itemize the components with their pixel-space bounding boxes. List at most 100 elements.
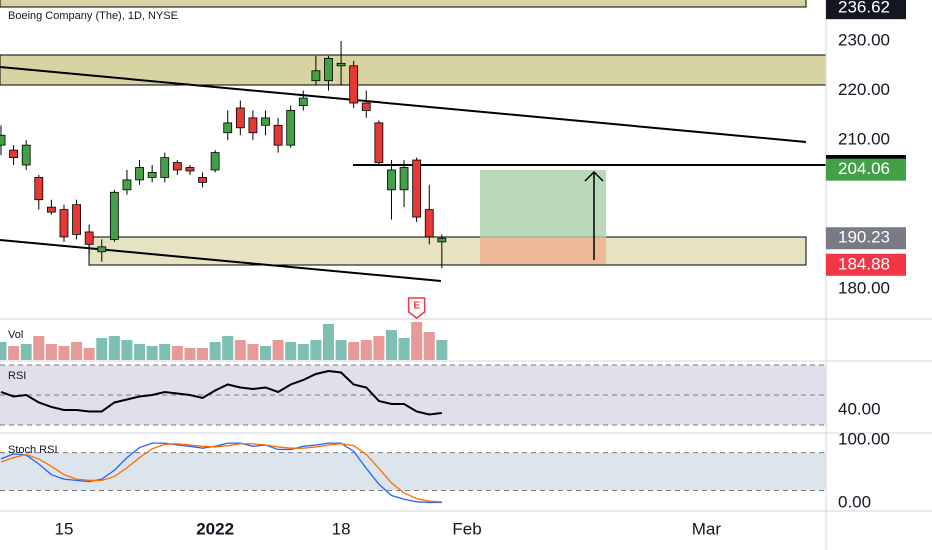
trendline [0,66,807,143]
event-marker [407,297,426,319]
candle-body [185,167,195,172]
candle-body [336,62,346,67]
y-tick-label: 230.00 [838,30,890,49]
volume-bar [0,342,7,360]
candle-body [424,209,434,238]
x-tick-label: Feb [452,519,481,538]
pane-title: Vol [8,329,23,341]
band-fill [0,452,826,491]
volume-bar [385,330,397,360]
volume-bar [96,338,108,360]
candle-body [9,149,19,158]
candle-body [437,237,447,243]
price-label-bg [826,0,906,20]
price-label: 184.88 [838,254,890,273]
candle-body [387,169,396,191]
volume-bar [348,342,360,360]
volume-bar [285,342,297,360]
volume-bar [45,344,57,360]
trendline [0,239,442,282]
volume-bar [260,346,272,360]
volume-bar [83,348,95,360]
candle-body [147,172,157,178]
volume-bar [310,340,322,360]
volume-bar [322,324,334,360]
candle-body [273,124,283,146]
price-label: 204.06 [838,159,890,178]
y-tick-label: 100.00 [838,429,890,448]
candle-body [412,159,422,218]
candle-body [374,122,384,163]
candle-body [324,57,333,82]
volume-bar [398,338,410,360]
candle-body [223,122,233,134]
volume-bar [297,344,309,360]
x-tick-label: 2022 [196,519,234,538]
series-line [0,443,442,503]
y-tick-label: 220.00 [838,80,890,99]
series-line [0,442,442,504]
chart-title: Boeing Company (The), 1D, NYSE [8,10,178,22]
volume-bar [146,346,158,360]
candle-body [261,117,270,126]
candle-body [72,204,81,235]
volume-bar [373,336,385,360]
y-tick-label: 40.00 [838,399,881,418]
pane-title: RSI [8,370,26,382]
volume-bar [33,336,45,360]
candle-body [34,176,44,201]
series-line [0,369,442,416]
candle-body [135,167,144,181]
volume-bar [272,340,284,360]
plot: E [0,41,826,504]
pane-title: Stoch RSI [8,444,58,456]
candle-body [235,107,245,129]
y-tick-label: 0.00 [838,493,871,512]
volume-bar [171,346,183,360]
y-tick-label: 180.00 [838,278,890,297]
candle-body [298,97,308,106]
price-label-bg [826,227,906,250]
candle-body [97,246,107,253]
volume-bar [360,340,372,360]
candle-body [286,110,296,146]
candle-body [399,167,409,191]
volume-bar [159,344,171,360]
candle-body [198,176,207,183]
volume-bar [71,342,83,360]
candle-body [311,70,321,82]
volume-bar [247,344,259,360]
x-tick-label: 18 [332,519,351,538]
volume-bar [423,332,435,360]
y-tick-label: 210.00 [838,130,890,149]
candle-body [59,209,69,238]
event-label: E [413,301,420,312]
candle-body [0,134,6,146]
candle-body [361,102,371,111]
candle-body [160,157,170,178]
volume-bar [209,342,221,360]
volume-bar [436,340,448,360]
volume-bar [184,348,196,360]
x-tick-label: 15 [55,519,74,538]
volume-bar [222,336,234,360]
volume-bar [20,344,32,360]
candle-body [46,206,56,213]
arrow-head [584,170,604,182]
volume-bar [8,346,20,360]
price-label-bg [826,158,906,181]
candle-body [210,152,220,171]
volume-bar [108,336,120,360]
candle-body [109,191,119,240]
x-tick-label: Mar [692,519,722,538]
candle-body [21,144,31,166]
volume-bar [234,340,246,360]
candle-body [172,162,182,171]
zone [0,54,827,86]
candle-body [84,231,94,245]
zone [0,0,807,8]
zone [88,236,807,266]
target-zone [480,170,606,237]
volume-bar [121,340,133,360]
